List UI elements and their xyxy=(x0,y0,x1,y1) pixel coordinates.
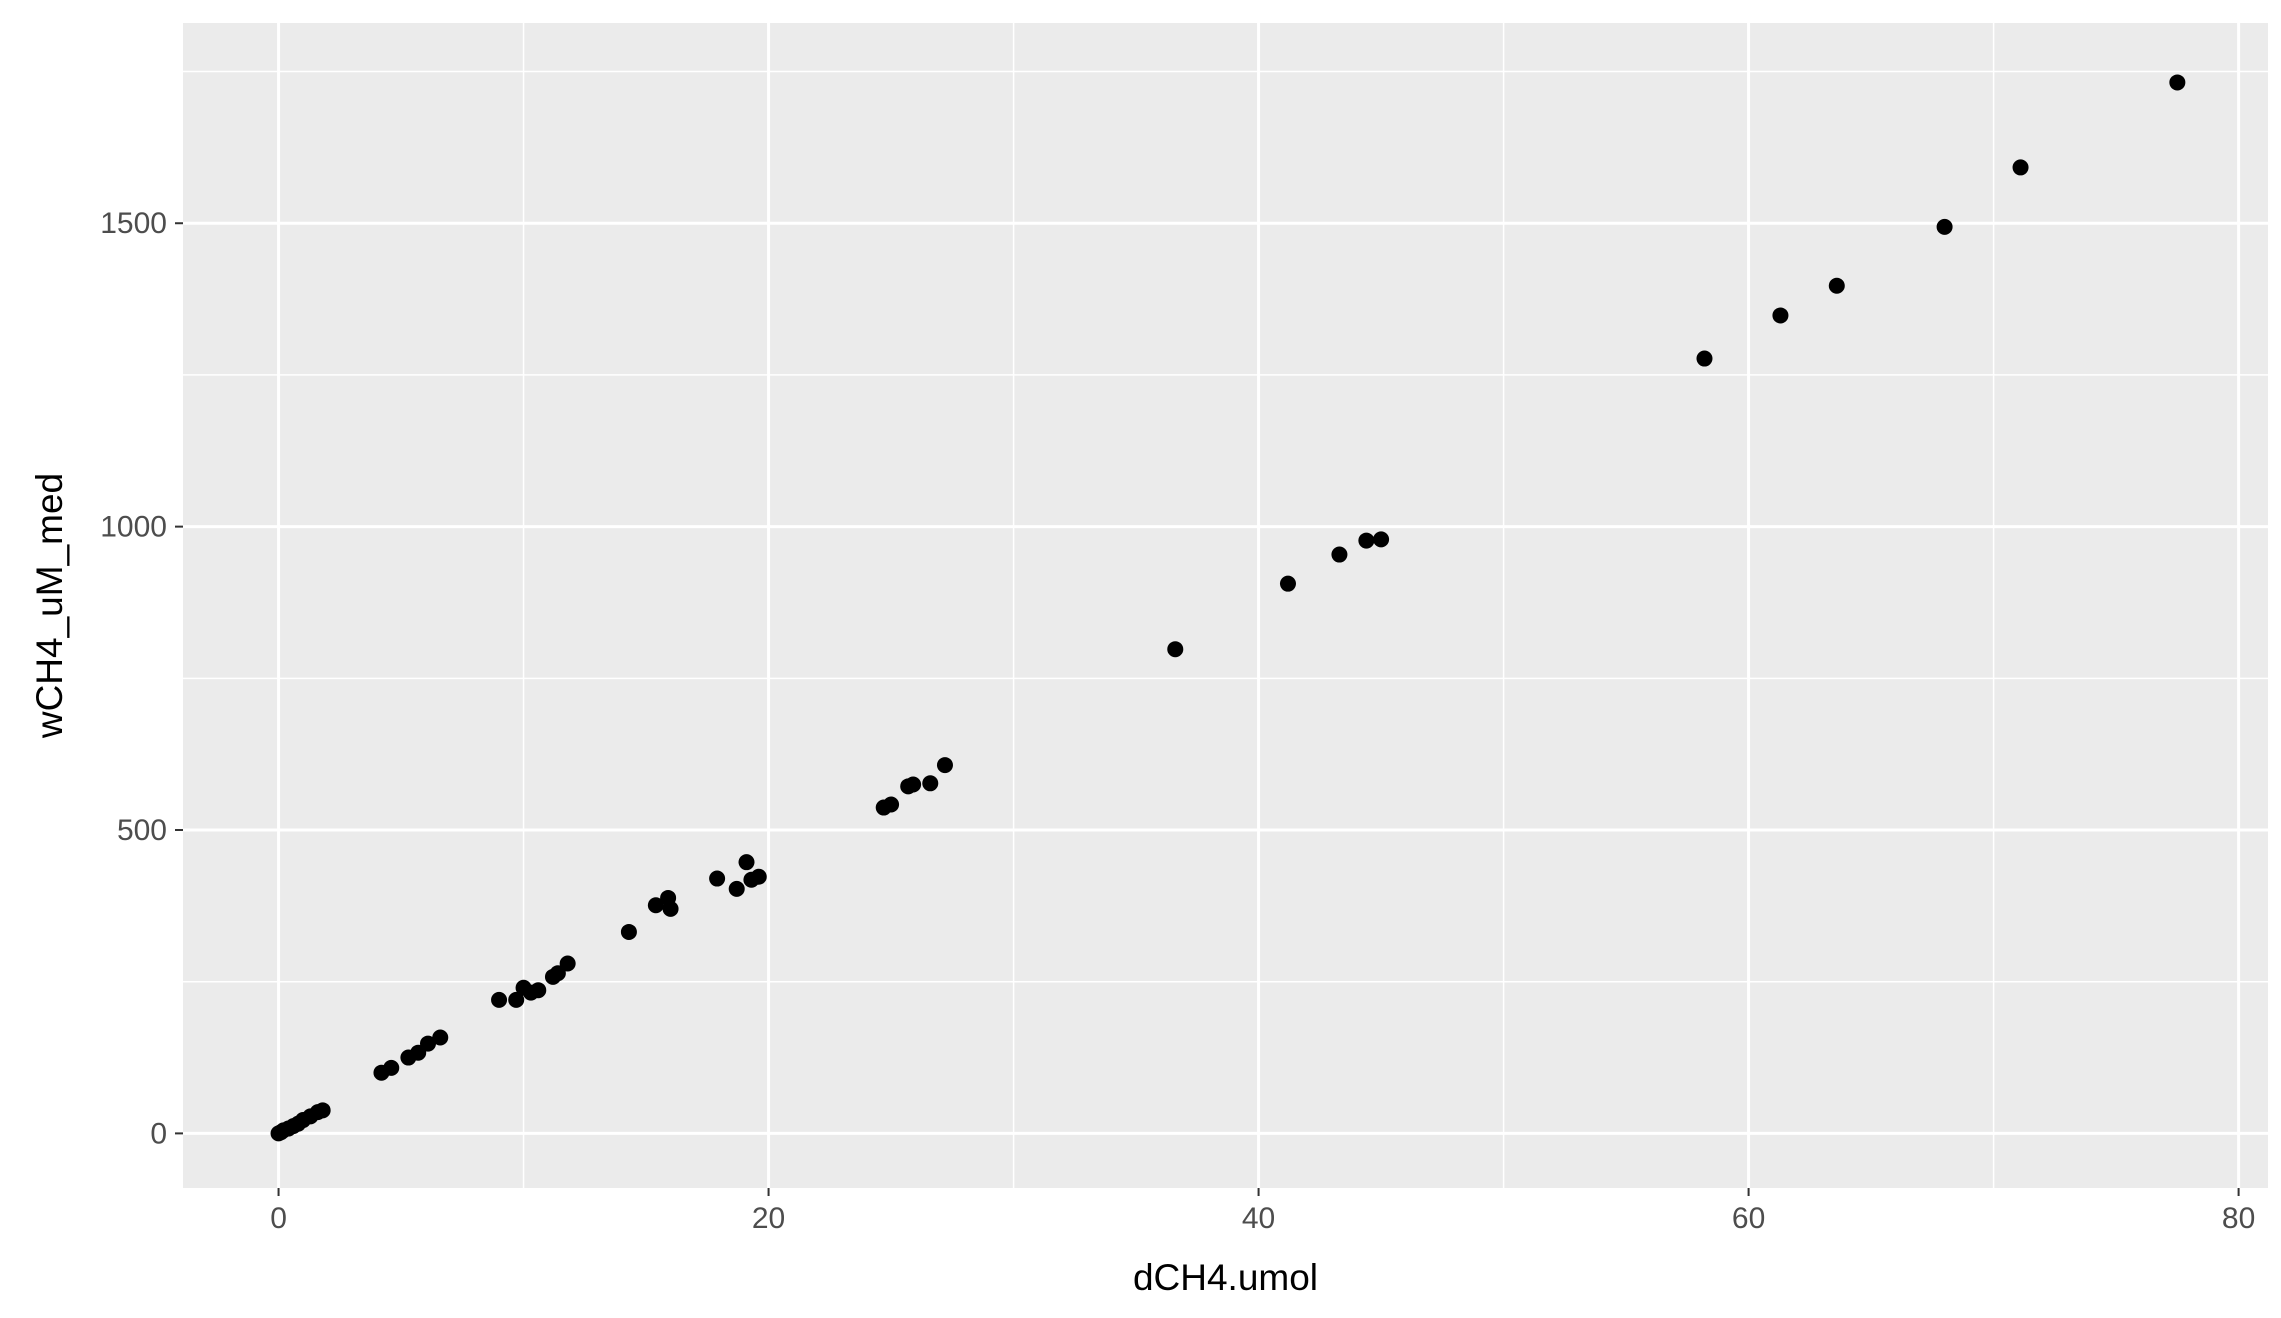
data-point xyxy=(420,1035,437,1052)
data-point xyxy=(2012,159,2029,176)
data-point xyxy=(1167,641,1184,658)
data-point xyxy=(549,965,566,982)
data-point xyxy=(922,775,939,792)
x-axis-title: dCH4.umol xyxy=(1133,1257,1318,1298)
y-tick-label: 0 xyxy=(150,1117,167,1150)
data-point xyxy=(728,880,745,897)
data-point xyxy=(383,1059,400,1076)
data-point xyxy=(432,1029,449,1046)
data-point xyxy=(647,897,664,914)
y-tick-label: 500 xyxy=(117,814,167,847)
data-point xyxy=(1331,546,1348,563)
x-tick-label: 80 xyxy=(2222,1202,2255,1235)
x-tick-label: 60 xyxy=(1732,1202,1765,1235)
data-point xyxy=(662,900,679,917)
y-tick-label: 1000 xyxy=(100,511,167,544)
data-point xyxy=(559,955,576,972)
x-tick-label: 40 xyxy=(1242,1202,1275,1235)
data-point xyxy=(905,776,922,793)
data-point xyxy=(936,757,953,774)
data-point xyxy=(738,854,755,871)
data-point xyxy=(1358,532,1375,549)
minor-grid-lines xyxy=(183,23,2268,1188)
x-tick-label: 20 xyxy=(752,1202,785,1235)
data-point xyxy=(1279,575,1296,592)
major-grid-lines xyxy=(183,23,2268,1188)
y-axis-title: wCH4_uM_med xyxy=(29,473,70,739)
data-point xyxy=(491,991,508,1008)
data-point xyxy=(1373,531,1390,548)
data-point xyxy=(1828,277,1845,294)
data-point xyxy=(750,868,767,885)
data-point xyxy=(709,870,726,887)
data-point xyxy=(883,796,900,813)
plot-panel xyxy=(183,23,2268,1188)
data-point xyxy=(1772,307,1789,324)
data-point xyxy=(530,982,547,999)
data-point xyxy=(314,1102,331,1119)
data-point xyxy=(1696,350,1713,367)
data-points xyxy=(270,74,2186,1142)
data-point xyxy=(1936,218,1953,235)
x-axis: 0 20 40 60 80 xyxy=(270,1188,2255,1235)
data-point xyxy=(508,991,525,1008)
y-tick-label: 1500 xyxy=(100,207,167,240)
y-axis: 0 500 1000 1500 xyxy=(100,207,183,1150)
data-point xyxy=(620,923,637,940)
x-tick-label: 0 xyxy=(270,1202,287,1235)
data-point xyxy=(2169,74,2186,91)
